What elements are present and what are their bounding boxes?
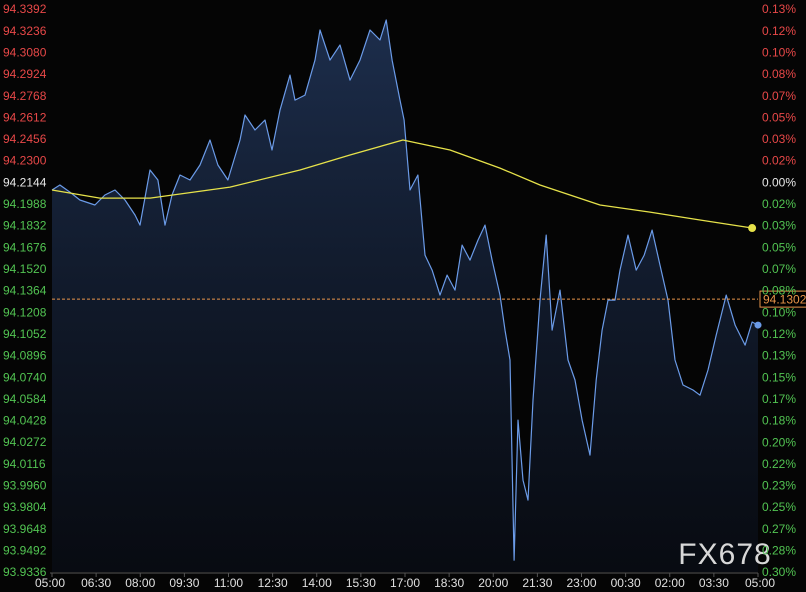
y2-tick-label: 0.25% (762, 500, 796, 514)
y2-tick-label: 0.27% (762, 522, 796, 536)
x-tick-label: 18:30 (434, 576, 464, 590)
x-tick-label: 05:00 (745, 576, 775, 590)
x-tick-label: 14:00 (302, 576, 332, 590)
x-tick-label: 03:30 (699, 576, 729, 590)
x-tick-label: 23:00 (566, 576, 596, 590)
y-tick-label: 94.2144 (3, 175, 47, 189)
y2-tick-label: 0.13% (762, 349, 796, 363)
y2-tick-label: 0.02% (762, 197, 796, 211)
y-tick-label: 93.9804 (3, 500, 47, 514)
y-tick-label: 94.1832 (3, 219, 47, 233)
y-tick-label: 94.0584 (3, 392, 47, 406)
y-tick-label: 94.1208 (3, 305, 47, 319)
y2-tick-label: 0.12% (762, 24, 796, 38)
x-tick-label: 05:00 (35, 576, 65, 590)
y-tick-label: 94.0740 (3, 370, 47, 384)
end-dot (754, 321, 762, 329)
x-tick-label: 02:00 (655, 576, 685, 590)
current-price-box (759, 290, 806, 308)
end-dot (748, 224, 757, 233)
x-tick-label: 12:30 (258, 576, 288, 590)
y2-tick-label: 0.00% (762, 175, 796, 189)
y-tick-label: 94.1520 (3, 262, 47, 276)
x-tick-label: 17:00 (390, 576, 420, 590)
y-tick-label: 93.9336 (3, 565, 47, 579)
current-price-label: 94.1302 (763, 292, 806, 306)
y2-tick-label: 0.05% (762, 240, 796, 254)
y2-tick-label: 0.02% (762, 154, 796, 168)
y-tick-label: 94.3392 (3, 2, 47, 16)
y-tick-label: 93.9648 (3, 522, 47, 536)
y2-tick-label: 0.08% (762, 67, 796, 81)
y2-tick-label: 0.23% (762, 479, 796, 493)
watermark: FX678 (678, 538, 771, 571)
y2-tick-label: 0.17% (762, 392, 796, 406)
y2-tick-label: 0.03% (762, 219, 796, 233)
x-tick-label: 09:30 (169, 576, 199, 590)
y-tick-label: 94.2768 (3, 89, 47, 103)
y2-tick-label: 0.10% (762, 45, 796, 59)
y2-tick-label: 0.12% (762, 327, 796, 341)
y2-tick-label: 0.22% (762, 457, 796, 471)
y-tick-label: 94.1364 (3, 284, 47, 298)
y2-tick-label: 0.08% (762, 284, 796, 298)
y2-tick-label: 0.18% (762, 414, 796, 428)
y-tick-label: 94.2300 (3, 154, 47, 168)
x-tick-label: 11:00 (214, 576, 243, 590)
price-area (52, 20, 758, 572)
y-tick-label: 94.0896 (3, 349, 47, 363)
y2-tick-label: 0.03% (762, 132, 796, 146)
y2-tick-label: 0.13% (762, 2, 796, 16)
y-tick-label: 94.3080 (3, 45, 47, 59)
x-tick-label: 06:30 (81, 576, 111, 590)
x-tick-label: 20:00 (478, 576, 508, 590)
y2-tick-label: 0.07% (762, 262, 796, 276)
price-line (51, 19, 759, 561)
y2-tick-label: 0.28% (762, 543, 796, 557)
y-tick-label: 94.3236 (3, 24, 47, 38)
y2-tick-label: 0.20% (762, 435, 796, 449)
x-tick-label: 15:30 (346, 576, 376, 590)
x-tick-label: 21:30 (522, 576, 552, 590)
y2-tick-label: 0.15% (762, 370, 796, 384)
y2-tick-label: 0.05% (762, 110, 796, 124)
y2-tick-label: 0.07% (762, 89, 796, 103)
y-tick-label: 94.2456 (3, 132, 47, 146)
y-tick-label: 93.9492 (3, 544, 47, 558)
x-tick-label: 00:30 (611, 576, 641, 590)
y2-tick-label: 0.30% (762, 565, 796, 579)
y-tick-label: 94.2924 (3, 67, 47, 81)
y-tick-label: 94.0116 (3, 457, 46, 471)
y-tick-label: 94.1052 (3, 327, 47, 341)
y-tick-label: 94.2612 (3, 110, 47, 124)
y2-tick-label: 0.10% (762, 305, 796, 319)
y-tick-label: 94.1676 (3, 240, 47, 254)
y-tick-label: 94.0272 (3, 435, 47, 449)
y-tick-label: 94.0428 (3, 414, 47, 428)
y-tick-label: 94.1988 (3, 197, 47, 211)
average-line (51, 139, 753, 229)
x-tick-label: 08:00 (125, 576, 155, 590)
y-tick-label: 93.9960 (3, 479, 47, 493)
